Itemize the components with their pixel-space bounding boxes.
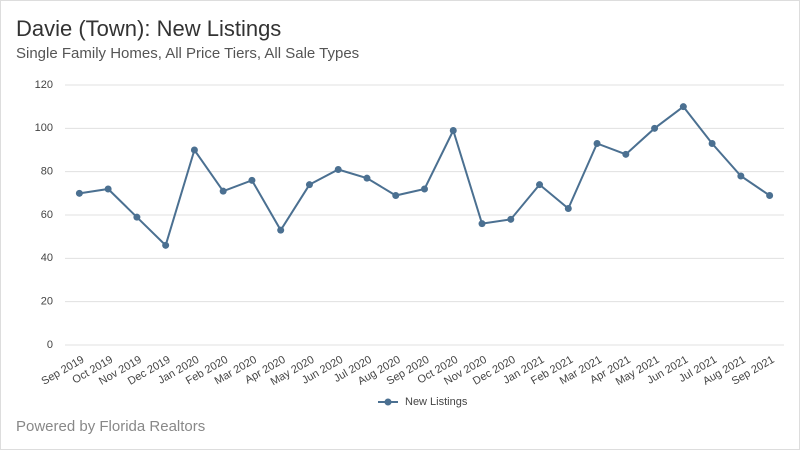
point <box>392 192 400 199</box>
point <box>478 220 486 228</box>
point <box>708 140 716 147</box>
point <box>651 124 659 132</box>
y-tick-label: 40 <box>41 252 53 264</box>
chart-subtitle: Single Family Homes, All Price Tiers, Al… <box>16 45 359 62</box>
point <box>679 103 687 111</box>
point <box>305 181 313 189</box>
point <box>564 205 572 212</box>
point <box>190 146 198 154</box>
point <box>622 150 630 158</box>
y-tick-label: 100 <box>35 122 53 134</box>
legend-marker <box>384 398 392 406</box>
line <box>79 105 771 248</box>
point <box>277 226 285 234</box>
y-tick-label: 80 <box>41 166 53 178</box>
point <box>737 172 745 180</box>
point <box>248 176 256 184</box>
point <box>536 181 544 189</box>
y-tick-label: 0 <box>47 339 53 351</box>
point <box>507 215 515 223</box>
point <box>75 189 83 197</box>
legend-label: New Listings <box>405 396 468 408</box>
point <box>766 192 774 199</box>
y-tick-label: 20 <box>41 296 53 308</box>
point <box>421 185 428 193</box>
y-tick-label: 120 <box>35 79 53 91</box>
point <box>363 174 371 182</box>
footer: Powered by Florida Realtors <box>16 418 205 435</box>
point <box>449 127 457 134</box>
point <box>593 140 601 147</box>
point <box>162 241 170 249</box>
point <box>334 166 342 173</box>
point <box>133 213 141 221</box>
y-tick-label: 60 <box>41 209 53 221</box>
chart-title: Davie (Town): New Listings <box>16 16 281 41</box>
point <box>219 187 227 195</box>
point <box>104 185 112 193</box>
